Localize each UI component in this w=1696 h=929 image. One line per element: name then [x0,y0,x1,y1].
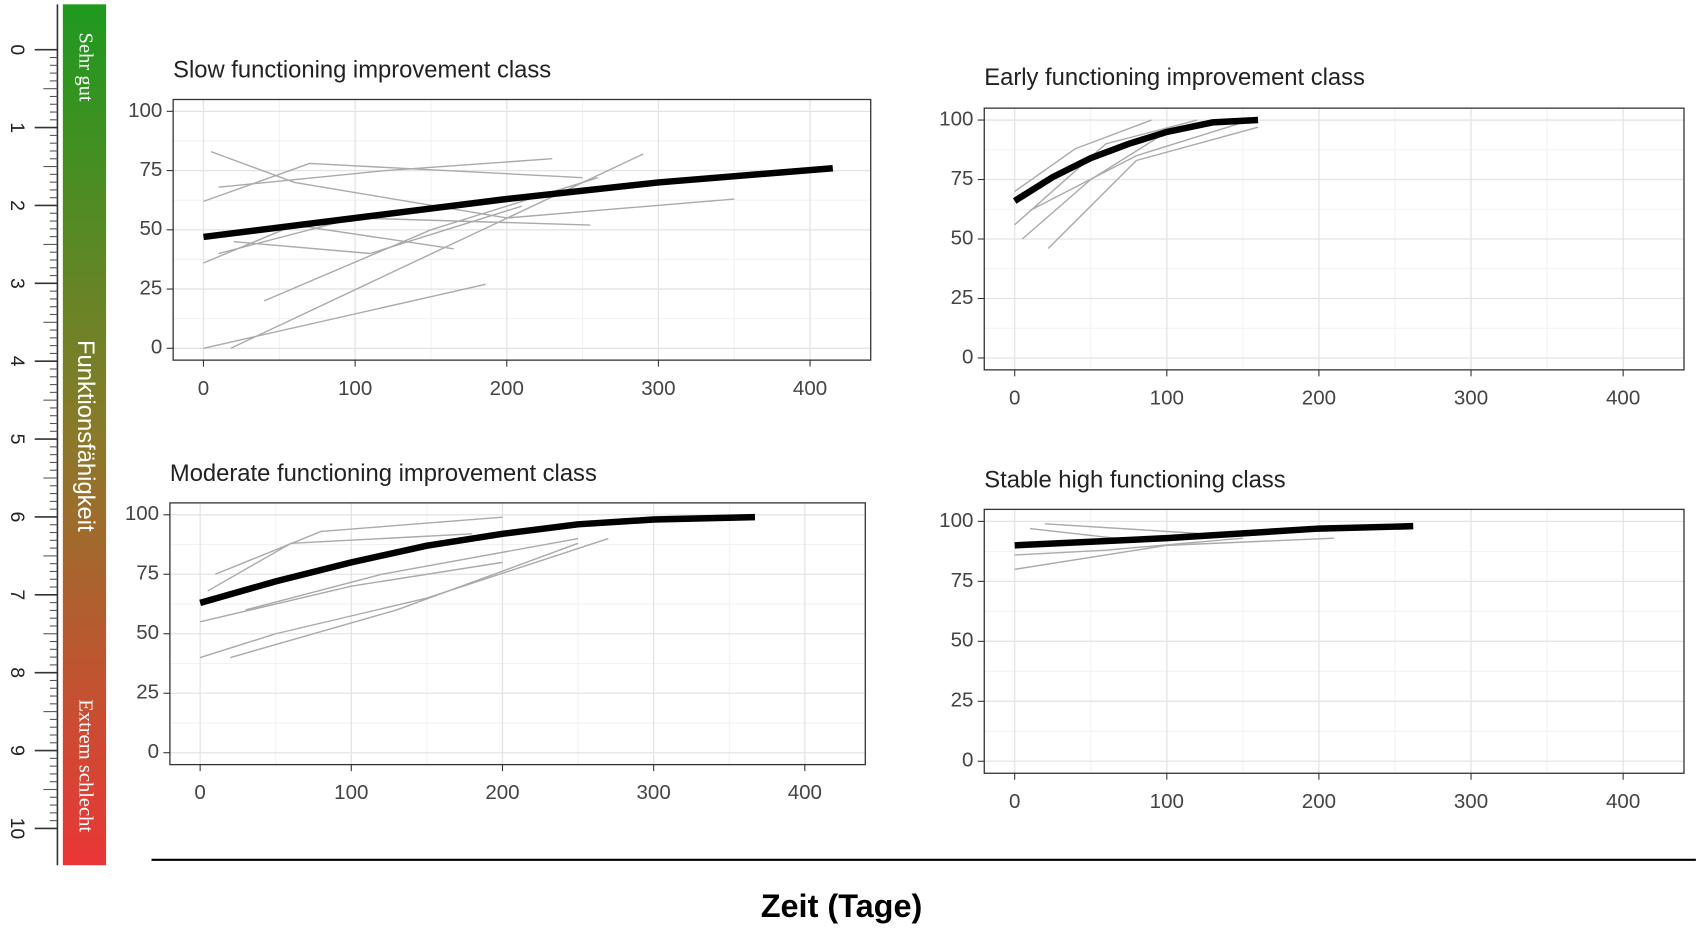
y-tick-label: 100 [939,509,973,532]
y-tick-label: 75 [139,158,162,181]
scale-middle-label: Funktionsfähigkeit [72,340,99,532]
x-tick-label: 100 [1150,790,1184,813]
y-tick-label: 25 [951,689,974,712]
ruler-number: 5 [6,434,28,445]
x-tick-label: 400 [788,781,822,804]
y-tick-label: 0 [962,749,973,772]
y-tick-label: 100 [128,99,162,122]
x-tick-label: 300 [1454,386,1488,409]
y-tick-label: 0 [962,345,973,368]
y-tick-label: 25 [136,681,159,704]
individual-trajectory [218,158,553,188]
x-tick-label: 0 [198,377,209,400]
individual-trajectory [210,150,735,219]
panel-title: Moderate functioning improvement class [170,460,597,487]
x-tick-label: 100 [334,781,368,804]
y-tick-label: 0 [151,336,162,359]
y-tick-label: 50 [139,217,162,240]
y-tick-label: 50 [951,226,974,249]
y-tick-label: 100 [125,502,159,525]
ruler-number: 8 [6,667,28,678]
plot-frame [983,107,1685,371]
x-tick-label: 400 [1606,386,1640,409]
plot-frame [172,98,872,361]
plot-frame [169,502,866,766]
x-tick-label: 300 [1454,790,1488,813]
y-tick-label: 50 [136,621,159,644]
scale-bottom-label: Extrem schlecht [75,699,97,832]
x-tick-label: 100 [338,377,372,400]
ruler-number: 3 [6,278,28,289]
x-tick-label: 0 [1009,790,1020,813]
x-tick-label: 0 [194,781,205,804]
ruler-number: 0 [6,44,28,55]
individual-trajectory [1047,126,1259,250]
x-tick-label: 400 [793,377,827,400]
individual-trajectory [230,542,579,659]
y-tick-label: 75 [951,167,974,190]
individual-trajectory [1045,523,1198,535]
x-tick-label: 400 [1606,790,1640,813]
ruler-number: 1 [6,122,28,133]
individual-trajectory [199,561,503,623]
individual-trajectory [245,537,579,611]
ruler-number: 4 [6,356,28,367]
ruler-number: 9 [6,745,28,756]
x-tick-label: 300 [637,781,671,804]
scale-top-label: Sehr gut [75,33,97,102]
individual-trajectory [1014,119,1152,192]
panel-title: Slow functioning improvement class [173,57,551,84]
mean-trajectory [199,513,756,606]
ruler-number: 2 [6,200,28,211]
x-tick-label: 0 [1009,386,1020,409]
y-tick-label: 0 [148,740,159,763]
panel-title: Stable high functioning class [984,467,1286,494]
ruler-number: 10 [6,818,28,840]
ruler-number: 6 [6,512,28,523]
panel-title: Early functioning improvement class [984,64,1365,91]
plot-frame [983,508,1685,774]
ruler-number: 7 [6,589,28,600]
y-tick-label: 50 [951,629,974,652]
individual-trajectory [203,162,583,203]
y-tick-label: 75 [951,569,974,592]
mean-trajectory [1012,116,1259,204]
y-tick-label: 25 [951,286,974,309]
individual-trajectory [203,283,486,349]
x-tick-label: 300 [641,377,675,400]
x-axis-title: Zeit (Tage) [761,888,923,924]
individual-trajectory [1014,537,1243,556]
x-tick-label: 200 [1302,790,1336,813]
x-tick-label: 200 [490,377,524,400]
individual-trajectory [207,533,473,592]
x-tick-label: 100 [1150,386,1184,409]
individual-trajectory [233,205,523,255]
individual-trajectory [1014,119,1198,226]
individual-trajectory [199,537,609,659]
mean-trajectory [203,164,834,241]
x-tick-label: 200 [485,781,519,804]
individual-trajectory [230,153,644,349]
individual-trajectory [1029,121,1244,212]
y-tick-label: 75 [136,562,159,585]
y-tick-label: 100 [939,107,973,130]
y-tick-label: 25 [139,276,162,299]
scale-bar [62,4,107,866]
individual-trajectory [214,516,503,575]
x-tick-label: 200 [1302,386,1336,409]
mean-trajectory [1014,522,1414,549]
